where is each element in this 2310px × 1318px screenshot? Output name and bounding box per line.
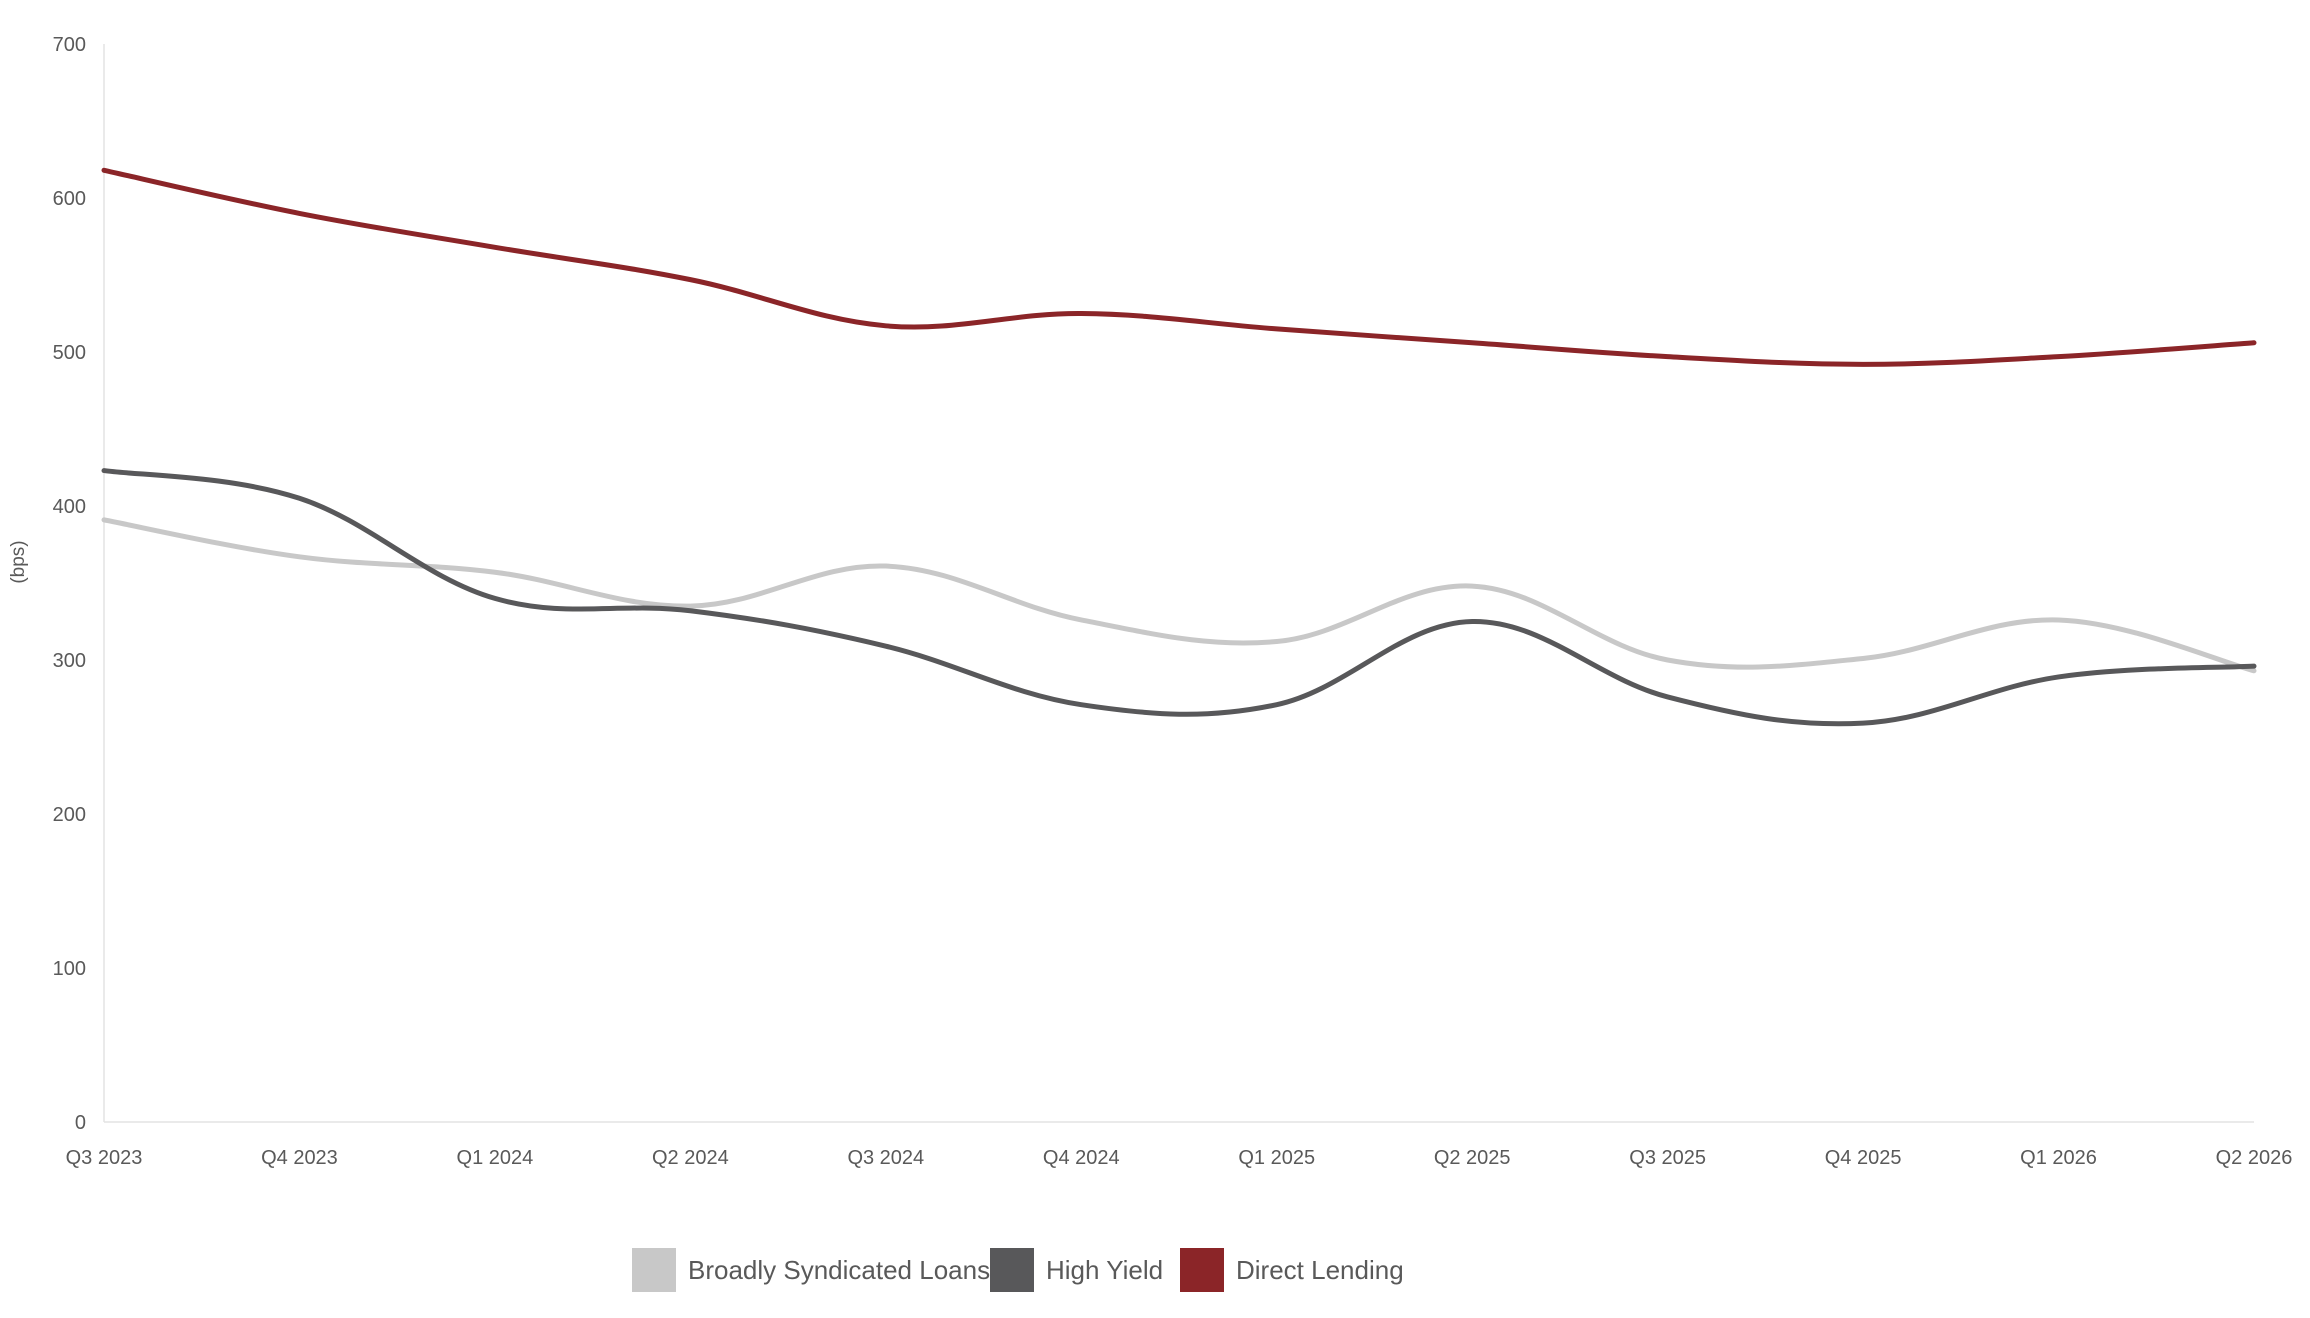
y-tick-label: 0: [75, 1112, 86, 1134]
axes: [103, 44, 2254, 1123]
legend-swatch: [632, 1248, 676, 1292]
y-tick-label: 500: [53, 342, 86, 364]
x-tick-label: Q4 2025: [1825, 1147, 1902, 1169]
x-tick-label: Q3 2024: [847, 1147, 924, 1169]
series-lines: [101, 167, 2257, 727]
x-tick-label: Q4 2024: [1043, 1147, 1120, 1169]
legend: Broadly Syndicated Loans High Yield Direct…: [632, 1248, 1404, 1292]
legend-label: Broadly Syndicated Loans: [688, 1255, 990, 1285]
legend-swatch: [1180, 1248, 1224, 1292]
y-axis-ticks: 0 100 200 300 400 500 600 700: [53, 34, 86, 1134]
y-tick-label: 600: [53, 188, 86, 210]
series-line-direct-lending: [101, 167, 2257, 367]
x-tick-label: Q2 2026: [2216, 1147, 2293, 1169]
legend-label: Direct Lending: [1236, 1255, 1404, 1285]
y-axis-title: (bps): [8, 540, 29, 583]
series-line-high-yield: [101, 468, 2257, 727]
x-tick-label: Q1 2025: [1238, 1147, 1315, 1169]
y-tick-label: 700: [53, 34, 86, 56]
x-tick-label: Q2 2025: [1434, 1147, 1511, 1169]
x-axis-ticks: Q3 2023 Q4 2023 Q1 2024 Q2 2024 Q3 2024 Q4 20…: [66, 1147, 2293, 1169]
x-tick-label: Q3 2023: [66, 1147, 143, 1169]
y-tick-label: 200: [53, 804, 86, 826]
x-tick-label: Q2 2024: [652, 1147, 729, 1169]
y-tick-label: 400: [53, 496, 86, 518]
legend-swatch: [990, 1248, 1034, 1292]
y-tick-label: 100: [53, 958, 86, 980]
x-tick-label: Q1 2024: [457, 1147, 534, 1169]
series-line-broadly-syndicated-loans: [101, 517, 2257, 674]
legend-label: High Yield: [1046, 1255, 1163, 1285]
x-tick-label: Q3 2025: [1629, 1147, 1706, 1169]
y-tick-label: 300: [53, 650, 86, 672]
x-tick-label: Q4 2023: [261, 1147, 338, 1169]
x-tick-label: Q1 2026: [2020, 1147, 2097, 1169]
